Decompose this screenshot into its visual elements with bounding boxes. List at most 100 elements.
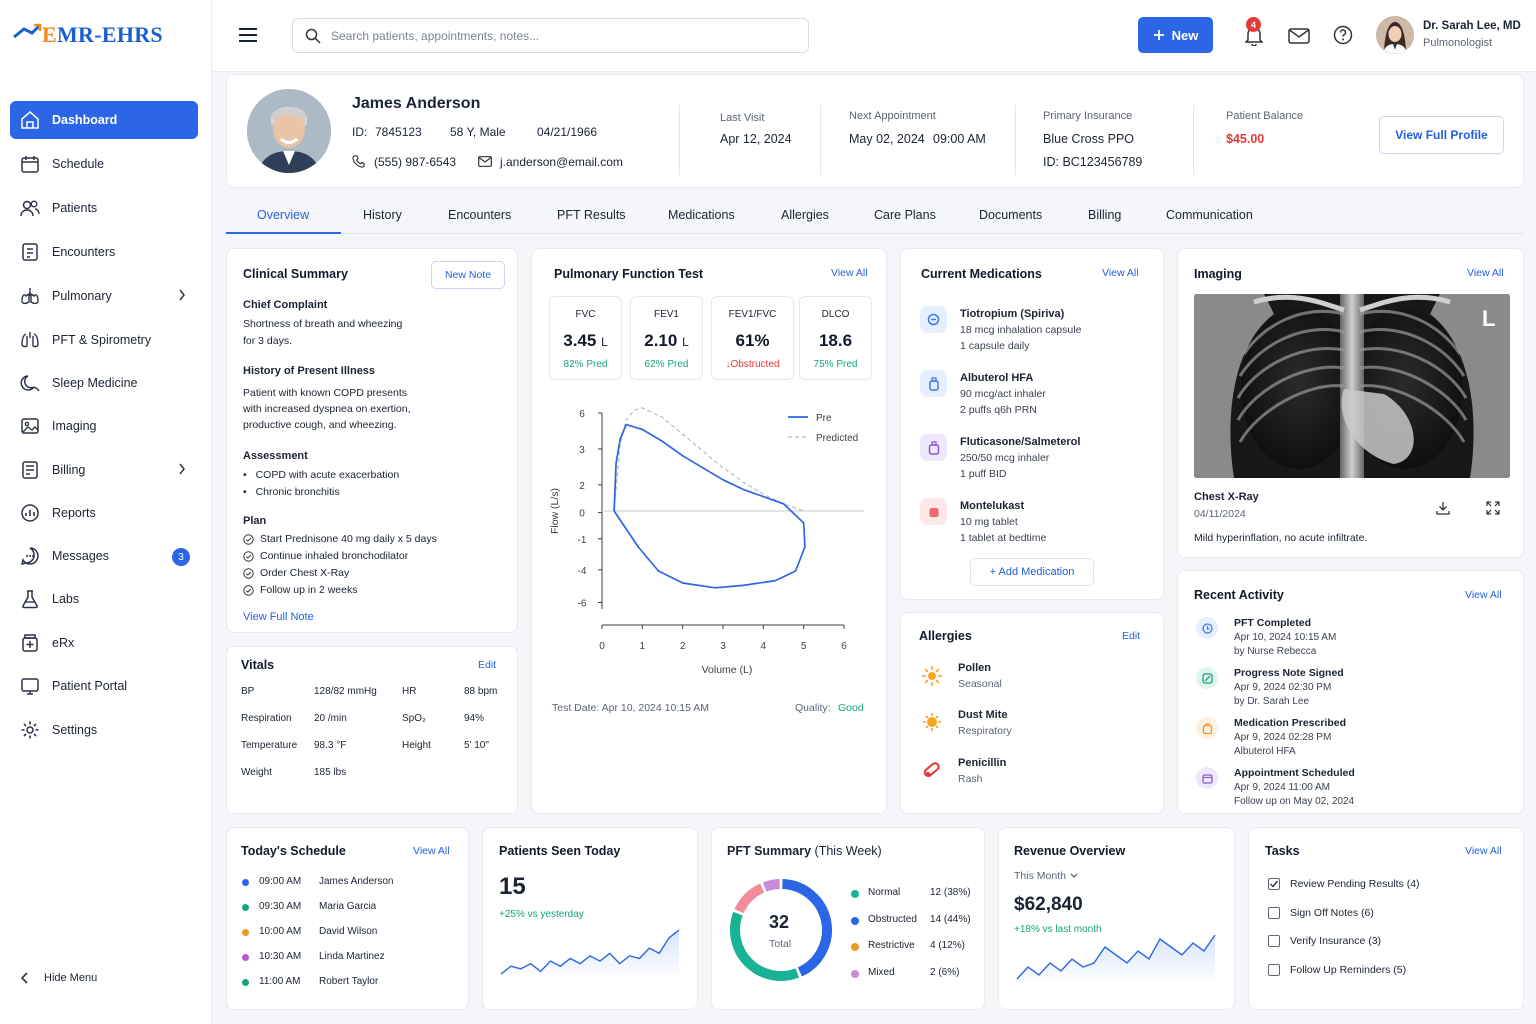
- pft-metric-value: 3.45: [563, 331, 597, 350]
- medications-card: Current Medications View All + Add Medic…: [900, 248, 1164, 600]
- sleep-icon: [20, 373, 40, 393]
- xray-marker: L: [1482, 306, 1496, 331]
- user-avatar[interactable]: [1376, 16, 1414, 54]
- help-icon[interactable]: [1333, 25, 1353, 45]
- schedule-patient[interactable]: David Wilson: [319, 926, 378, 937]
- sidebar-item-billing[interactable]: Billing: [10, 451, 198, 489]
- revenue-period-dropdown[interactable]: This Month: [1014, 870, 1078, 882]
- sidebar-item-messages[interactable]: Messages 3: [10, 537, 198, 575]
- allergies-edit-link[interactable]: Edit: [1122, 630, 1141, 642]
- medications-title: Current Medications: [921, 267, 1042, 281]
- medication-name[interactable]: Tiotropium (Spiriva): [960, 308, 1065, 320]
- medications-view-all-link[interactable]: View All: [1102, 267, 1139, 279]
- clinical-summary-title: Clinical Summary: [243, 267, 348, 281]
- hamburger-menu-icon[interactable]: [238, 27, 258, 43]
- expand-icon[interactable]: [1486, 501, 1500, 515]
- recent-activity-view-all-link[interactable]: View All: [1465, 589, 1502, 601]
- vital-value: 185 lbs: [314, 767, 347, 778]
- sidebar-item-pulmonary[interactable]: Pulmonary: [10, 277, 198, 315]
- tab-encounters[interactable]: Encounters: [448, 208, 512, 222]
- download-icon[interactable]: [1436, 501, 1450, 515]
- assessment-item: • COPD with acute exacerbation: [243, 469, 400, 481]
- tab-billing[interactable]: Billing: [1088, 208, 1122, 222]
- imaging-view-all-link[interactable]: View All: [1467, 267, 1504, 279]
- tab-overview[interactable]: Overview: [257, 208, 310, 222]
- vital-value: 94%: [464, 713, 485, 724]
- hide-menu-button[interactable]: Hide Menu: [20, 972, 97, 984]
- tab-history[interactable]: History: [363, 208, 402, 222]
- view-full-note-link[interactable]: View Full Note: [243, 611, 314, 623]
- rx-icon: [20, 633, 40, 653]
- chevron-down-icon: [1070, 873, 1078, 878]
- pft-view-all-link[interactable]: View All: [831, 267, 868, 279]
- schedule-patient[interactable]: Maria Garcia: [319, 901, 377, 912]
- activity-title[interactable]: Progress Note Signed: [1234, 667, 1344, 679]
- vital-value: 5' 10": [464, 740, 489, 751]
- x-tick-label: 1: [640, 641, 646, 652]
- tab-medications[interactable]: Medications: [668, 208, 735, 222]
- user-name: Dr. Sarah Lee, MD: [1423, 20, 1521, 32]
- pollen-icon: [922, 666, 942, 686]
- sidebar-item-settings[interactable]: Settings: [10, 711, 198, 749]
- pft-metric-pred-text: 75% Pred: [813, 359, 858, 370]
- patient-email[interactable]: j.anderson@email.com: [500, 155, 623, 169]
- medication-dose: 10 mg tablet: [960, 516, 1018, 528]
- chest-xray-image[interactable]: L: [1194, 294, 1510, 478]
- task-checkbox[interactable]: [1268, 878, 1280, 890]
- activity-title[interactable]: Appointment Scheduled: [1234, 767, 1355, 779]
- sidebar-item-patient-portal[interactable]: Patient Portal: [10, 667, 198, 705]
- new-note-button[interactable]: New Note: [431, 261, 505, 289]
- add-medication-button[interactable]: + Add Medication: [970, 558, 1094, 586]
- portal-icon: [20, 676, 40, 696]
- sidebar-item-dashboard[interactable]: Dashboard: [10, 101, 198, 139]
- activity-title[interactable]: Medication Prescribed: [1234, 717, 1347, 729]
- allergies-card: Allergies Edit Pollen Seasonal Dust Mite…: [900, 612, 1164, 814]
- schedule-patient[interactable]: James Anderson: [319, 876, 394, 887]
- task-checkbox[interactable]: [1268, 906, 1280, 919]
- sidebar-item-schedule[interactable]: Schedule: [10, 145, 198, 183]
- y-tick-label: 2: [579, 481, 585, 492]
- app-logo[interactable]: EMR-EHRS: [12, 22, 163, 48]
- medication-name[interactable]: Montelukast: [960, 500, 1025, 512]
- sidebar-item-reports[interactable]: Reports: [10, 494, 198, 532]
- sidebar-item-labs[interactable]: Labs: [10, 580, 198, 618]
- schedule-view-all-link[interactable]: View All: [413, 845, 450, 857]
- schedule-patient[interactable]: Linda Martinez: [319, 951, 385, 962]
- new-button[interactable]: New: [1138, 17, 1213, 53]
- patient-phone[interactable]: (555) 987-6543: [374, 155, 457, 169]
- pft-title: Pulmonary Function Test: [554, 267, 704, 281]
- sidebar-item-imaging[interactable]: Imaging: [10, 407, 198, 445]
- messages-badge: 3: [172, 548, 190, 566]
- tab-communication[interactable]: Communication: [1166, 208, 1253, 222]
- tasks-view-all-link[interactable]: View All: [1465, 845, 1502, 857]
- sidebar-item-pft-spirometry[interactable]: PFT & Spirometry: [10, 321, 198, 359]
- mail-icon[interactable]: [1288, 28, 1310, 44]
- next-appointment-time: 09:00 AM: [933, 132, 986, 146]
- tab-care-plans[interactable]: Care Plans: [874, 208, 936, 222]
- search-input[interactable]: [331, 28, 771, 43]
- vitals-edit-link[interactable]: Edit: [478, 659, 497, 671]
- imaging-card: Imaging View All L Chest X-Ray 04/11/202…: [1177, 248, 1524, 558]
- sidebar-item-label: eRx: [52, 636, 75, 650]
- medication-name[interactable]: Albuterol HFA: [960, 372, 1034, 384]
- schedule-patient[interactable]: Robert Taylor: [319, 976, 379, 987]
- medication-name[interactable]: Fluticasone/Salmeterol: [960, 436, 1081, 448]
- sidebar-item-patients[interactable]: Patients: [10, 189, 198, 227]
- activity-title[interactable]: PFT Completed: [1234, 617, 1312, 629]
- view-full-profile-button[interactable]: View Full Profile: [1379, 116, 1504, 154]
- search-icon: [305, 28, 321, 44]
- sidebar-item-erx[interactable]: eRx: [10, 624, 198, 662]
- schedule-dot: [242, 979, 249, 986]
- sidebar-item-encounters[interactable]: Encounters: [10, 233, 198, 271]
- vital-label: Height: [402, 740, 431, 751]
- task-checkbox[interactable]: [1268, 935, 1280, 947]
- sidebar-item-sleep-medicine[interactable]: Sleep Medicine: [10, 364, 198, 402]
- tab-pft-results[interactable]: PFT Results: [557, 208, 626, 222]
- pft-metric-pred: 75% Pred: [800, 359, 871, 370]
- tab-documents[interactable]: Documents: [979, 208, 1043, 222]
- task-checkbox[interactable]: [1268, 963, 1280, 976]
- tab-allergies[interactable]: Allergies: [781, 208, 829, 222]
- pft-metric-fvc: FVC 3.45 L 82% Pred: [549, 296, 622, 380]
- y-tick-label: 0: [579, 509, 585, 520]
- sidebar-item-label: Schedule: [52, 157, 105, 171]
